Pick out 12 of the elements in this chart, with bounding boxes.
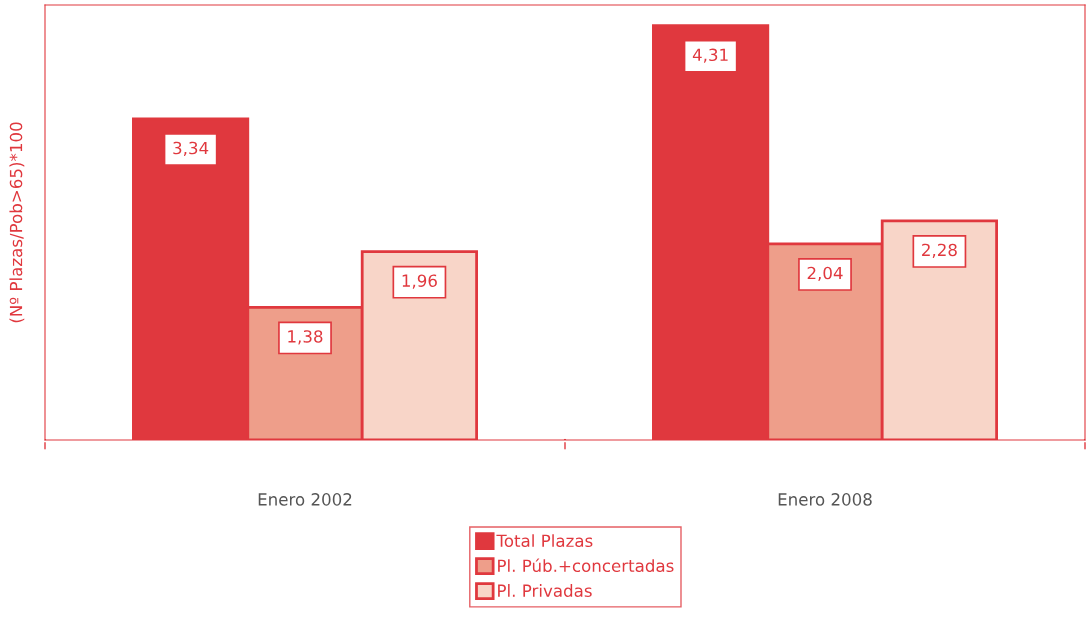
data-label: 3,34	[173, 141, 209, 157]
data-label: 4,31	[692, 48, 728, 63]
data-label: 1,96	[402, 274, 437, 289]
x-tick-label: Enero 2008	[778, 493, 872, 506]
data-label: 1,38	[288, 330, 323, 345]
legend-label: Total Plazas	[496, 534, 593, 548]
legend-label: Pl. Privadas	[498, 584, 592, 597]
x-tick-label: Enero 2002	[258, 493, 352, 506]
data-label: 2,04	[807, 266, 843, 281]
data-label: 2,28	[922, 243, 957, 258]
legend-label: Pl. Púb.+concertadas	[498, 558, 674, 573]
y-axis-title: (Nº Plazas/Pob>65)*100	[9, 122, 25, 323]
